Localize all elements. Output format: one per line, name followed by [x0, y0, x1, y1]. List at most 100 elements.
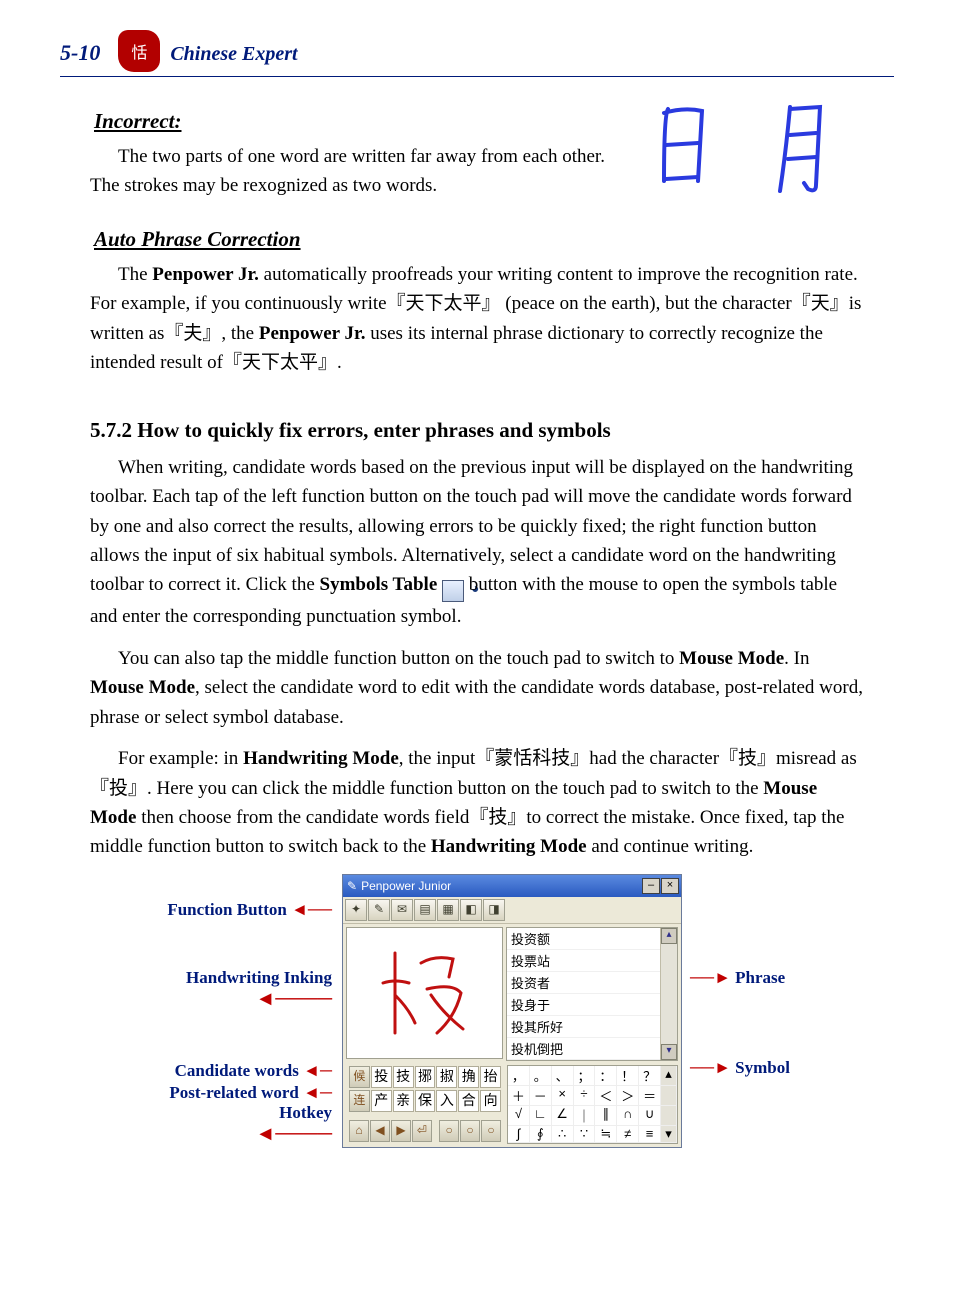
symbol-cell[interactable]: ∫	[508, 1126, 530, 1143]
label-handwriting-inking: Handwriting Inking ◄────	[152, 968, 332, 1011]
howto-heading: 5.7.2 How to quickly fix errors, enter p…	[90, 418, 864, 443]
label-phrase: ──► Phrase	[690, 968, 785, 988]
list-item[interactable]: 投其所好	[507, 1016, 677, 1038]
hotkey-button[interactable]: ○	[439, 1120, 459, 1142]
phrase-list[interactable]: 投资额 投票站 投资者 投身于 投其所好 投机倒把 ▴ ▾	[506, 927, 678, 1061]
symbol-cell[interactable]: ＞	[617, 1086, 639, 1106]
howto-paragraph-3: For example: in Handwriting Mode, the in…	[90, 744, 864, 862]
label-hotkey: Hotkey ◄────	[220, 1103, 332, 1146]
post-cell[interactable]: 向	[480, 1090, 501, 1112]
ink-area[interactable]	[346, 927, 503, 1059]
symbol-cell[interactable]: ∥	[595, 1106, 617, 1126]
handwriting-example	[634, 95, 894, 201]
symbol-grid[interactable]: ， 。 、 ； ： ！ ？ ▴ ＋ － × ÷ ＜ ＞ ＝ √	[507, 1065, 678, 1144]
toolbar-button[interactable]: ▤	[414, 899, 436, 921]
scrollbar-track[interactable]	[661, 1106, 677, 1126]
list-item[interactable]: 投资者	[507, 972, 677, 994]
arrow-right-icon: ◄─	[303, 1083, 332, 1102]
candidate-icon[interactable]: 候	[349, 1066, 370, 1088]
symbol-cell[interactable]: ；	[574, 1066, 596, 1086]
auto-phrase-heading: Auto Phrase Correction	[94, 227, 894, 252]
hotkey-button[interactable]: ⏎	[412, 1120, 432, 1142]
hotkey-button[interactable]: ▶	[391, 1120, 411, 1142]
toolbar-button[interactable]: ▦	[437, 899, 459, 921]
symbols-table-icon[interactable]: ◕	[442, 580, 464, 602]
symbol-cell[interactable]: ÷	[574, 1086, 596, 1106]
header-title: Chinese Expert	[170, 43, 297, 72]
app-window: ✎ Penpower Junior – × ✦ ✎ ✉ ▤ ▦ ◧ ◨	[342, 874, 682, 1148]
symbol-cell[interactable]: ∵	[574, 1126, 596, 1143]
hotkey-button[interactable]: ⌂	[349, 1120, 369, 1142]
symbol-cell[interactable]: ：	[595, 1066, 617, 1086]
symbol-cell[interactable]: √	[508, 1106, 530, 1126]
toolbar-button[interactable]: ◧	[460, 899, 482, 921]
symbol-cell[interactable]: ＋	[508, 1086, 530, 1106]
toolbar-button[interactable]: ✦	[345, 899, 367, 921]
minimize-button[interactable]: –	[642, 878, 660, 894]
post-related-icon[interactable]: 连	[349, 1090, 370, 1112]
close-button[interactable]: ×	[661, 878, 679, 894]
symbol-cell[interactable]: ∟	[530, 1106, 552, 1126]
logo-seal-icon: 恬	[118, 30, 160, 72]
symbol-cell[interactable]: ∮	[530, 1126, 552, 1143]
symbol-cell[interactable]: －	[530, 1086, 552, 1106]
toolbar-button[interactable]: ◨	[483, 899, 505, 921]
arrow-right-icon: ◄────	[256, 1123, 332, 1145]
page-number: 5-10	[60, 40, 100, 72]
symbol-cell[interactable]: 、	[552, 1066, 574, 1086]
list-item[interactable]: 投机倒把	[507, 1038, 677, 1060]
symbol-cell[interactable]: ∠	[552, 1106, 574, 1126]
scroll-up-icon[interactable]: ▴	[661, 1066, 677, 1086]
hotkey-button[interactable]: ◀	[370, 1120, 390, 1142]
post-cell[interactable]: 亲	[393, 1090, 414, 1112]
scroll-down-icon[interactable]: ▾	[661, 1044, 677, 1060]
arrow-right-icon: ◄──	[291, 900, 332, 919]
list-item[interactable]: 投资额	[507, 928, 677, 950]
symbol-cell[interactable]: ，	[508, 1066, 530, 1086]
scrollbar-track[interactable]	[661, 1086, 677, 1106]
symbol-cell[interactable]: ＜	[595, 1086, 617, 1106]
candidate-row: 候 投 技 捓 掓 捔 抬	[346, 1065, 504, 1089]
symbol-cell[interactable]: ≒	[595, 1126, 617, 1143]
scroll-up-icon[interactable]: ▴	[661, 928, 677, 944]
post-cell[interactable]: 产	[371, 1090, 392, 1112]
hotkey-button[interactable]: ○	[481, 1120, 501, 1142]
candidate-cell[interactable]: 掓	[436, 1066, 457, 1088]
list-item[interactable]: 投票站	[507, 950, 677, 972]
candidate-cell[interactable]: 投	[371, 1066, 392, 1088]
post-cell[interactable]: 合	[458, 1090, 479, 1112]
symbol-cell[interactable]: ！	[617, 1066, 639, 1086]
toolbar-button[interactable]: ✉	[391, 899, 413, 921]
symbol-cell[interactable]: ≡	[639, 1126, 661, 1143]
label-function-button: Function Button ◄──	[152, 900, 332, 920]
howto-paragraph-1: When writing, candidate words based on t…	[90, 453, 864, 632]
post-cell[interactable]: 保	[415, 1090, 436, 1112]
symbol-cell[interactable]: ｜	[574, 1106, 596, 1126]
candidate-cell[interactable]: 抬	[480, 1066, 501, 1088]
symbol-cell[interactable]: ∪	[639, 1106, 661, 1126]
symbol-cell[interactable]: ×	[552, 1086, 574, 1106]
symbol-cell[interactable]: ≠	[617, 1126, 639, 1143]
symbol-cell[interactable]: ∴	[552, 1126, 574, 1143]
incorrect-paragraph: The two parts of one word are written fa…	[90, 142, 634, 201]
symbol-cell[interactable]: 。	[530, 1066, 552, 1086]
candidate-cell[interactable]: 技	[393, 1066, 414, 1088]
incorrect-heading: Incorrect:	[94, 109, 634, 134]
hotkey-button[interactable]: ○	[460, 1120, 480, 1142]
post-related-row: 连 产 亲 保 入 合 向	[346, 1089, 504, 1113]
howto-paragraph-2: You can also tap the middle function but…	[90, 644, 864, 732]
list-item[interactable]: 投身于	[507, 994, 677, 1016]
candidate-cell[interactable]: 捔	[458, 1066, 479, 1088]
scrollbar[interactable]: ▴ ▾	[660, 928, 677, 1060]
scroll-down-icon[interactable]: ▾	[661, 1126, 677, 1143]
hotkey-row: ⌂ ◀ ▶ ⏎ ○ ○ ○	[346, 1119, 504, 1143]
post-cell[interactable]: 入	[436, 1090, 457, 1112]
symbol-cell[interactable]: ∩	[617, 1106, 639, 1126]
symbol-cell[interactable]: ＝	[639, 1086, 661, 1106]
candidate-cell[interactable]: 捓	[415, 1066, 436, 1088]
titlebar[interactable]: ✎ Penpower Junior – ×	[343, 875, 681, 897]
symbol-cell[interactable]: ？	[639, 1066, 661, 1086]
window-title: Penpower Junior	[361, 879, 451, 893]
arrow-right-icon: ◄─	[303, 1061, 332, 1080]
toolbar-button[interactable]: ✎	[368, 899, 390, 921]
